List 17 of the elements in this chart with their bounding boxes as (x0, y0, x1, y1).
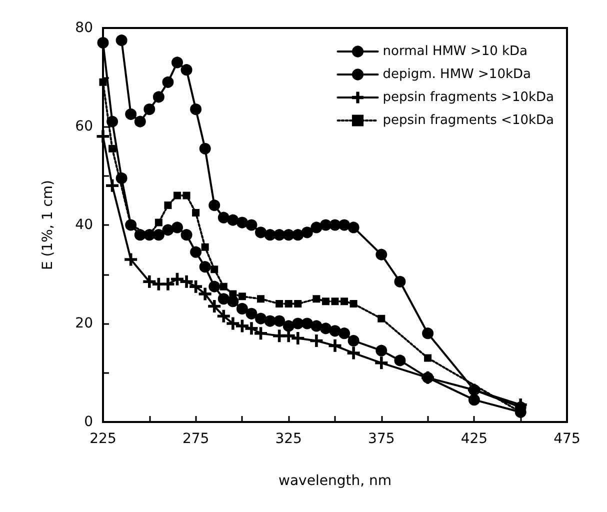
x-tick-label: 225 (90, 431, 116, 447)
y-tick-label: 40 (75, 217, 93, 233)
x-tick-label: 325 (275, 431, 302, 447)
x-tick-label: 375 (368, 431, 395, 447)
legend-label: depigm. HMW >10kDa (382, 67, 531, 82)
legend-label: pepsin fragments <10kDa (382, 113, 554, 128)
legend-label: pepsin fragments >10kDa (382, 90, 554, 105)
x-axis-title: wavelength, nm (278, 473, 392, 489)
y-axis-title: E (1%, 1 cm) (40, 180, 56, 270)
y-tick-label: 60 (75, 118, 93, 134)
y-tick-label: 0 (84, 414, 93, 430)
legend-label: normal HMW >10 kDa (382, 44, 528, 59)
y-tick-label: 80 (75, 20, 93, 36)
x-tick-label: 425 (460, 431, 488, 447)
x-tick-label: 475 (554, 431, 580, 447)
y-tick-label: 20 (75, 316, 93, 332)
x-tick-label: 275 (182, 431, 210, 447)
